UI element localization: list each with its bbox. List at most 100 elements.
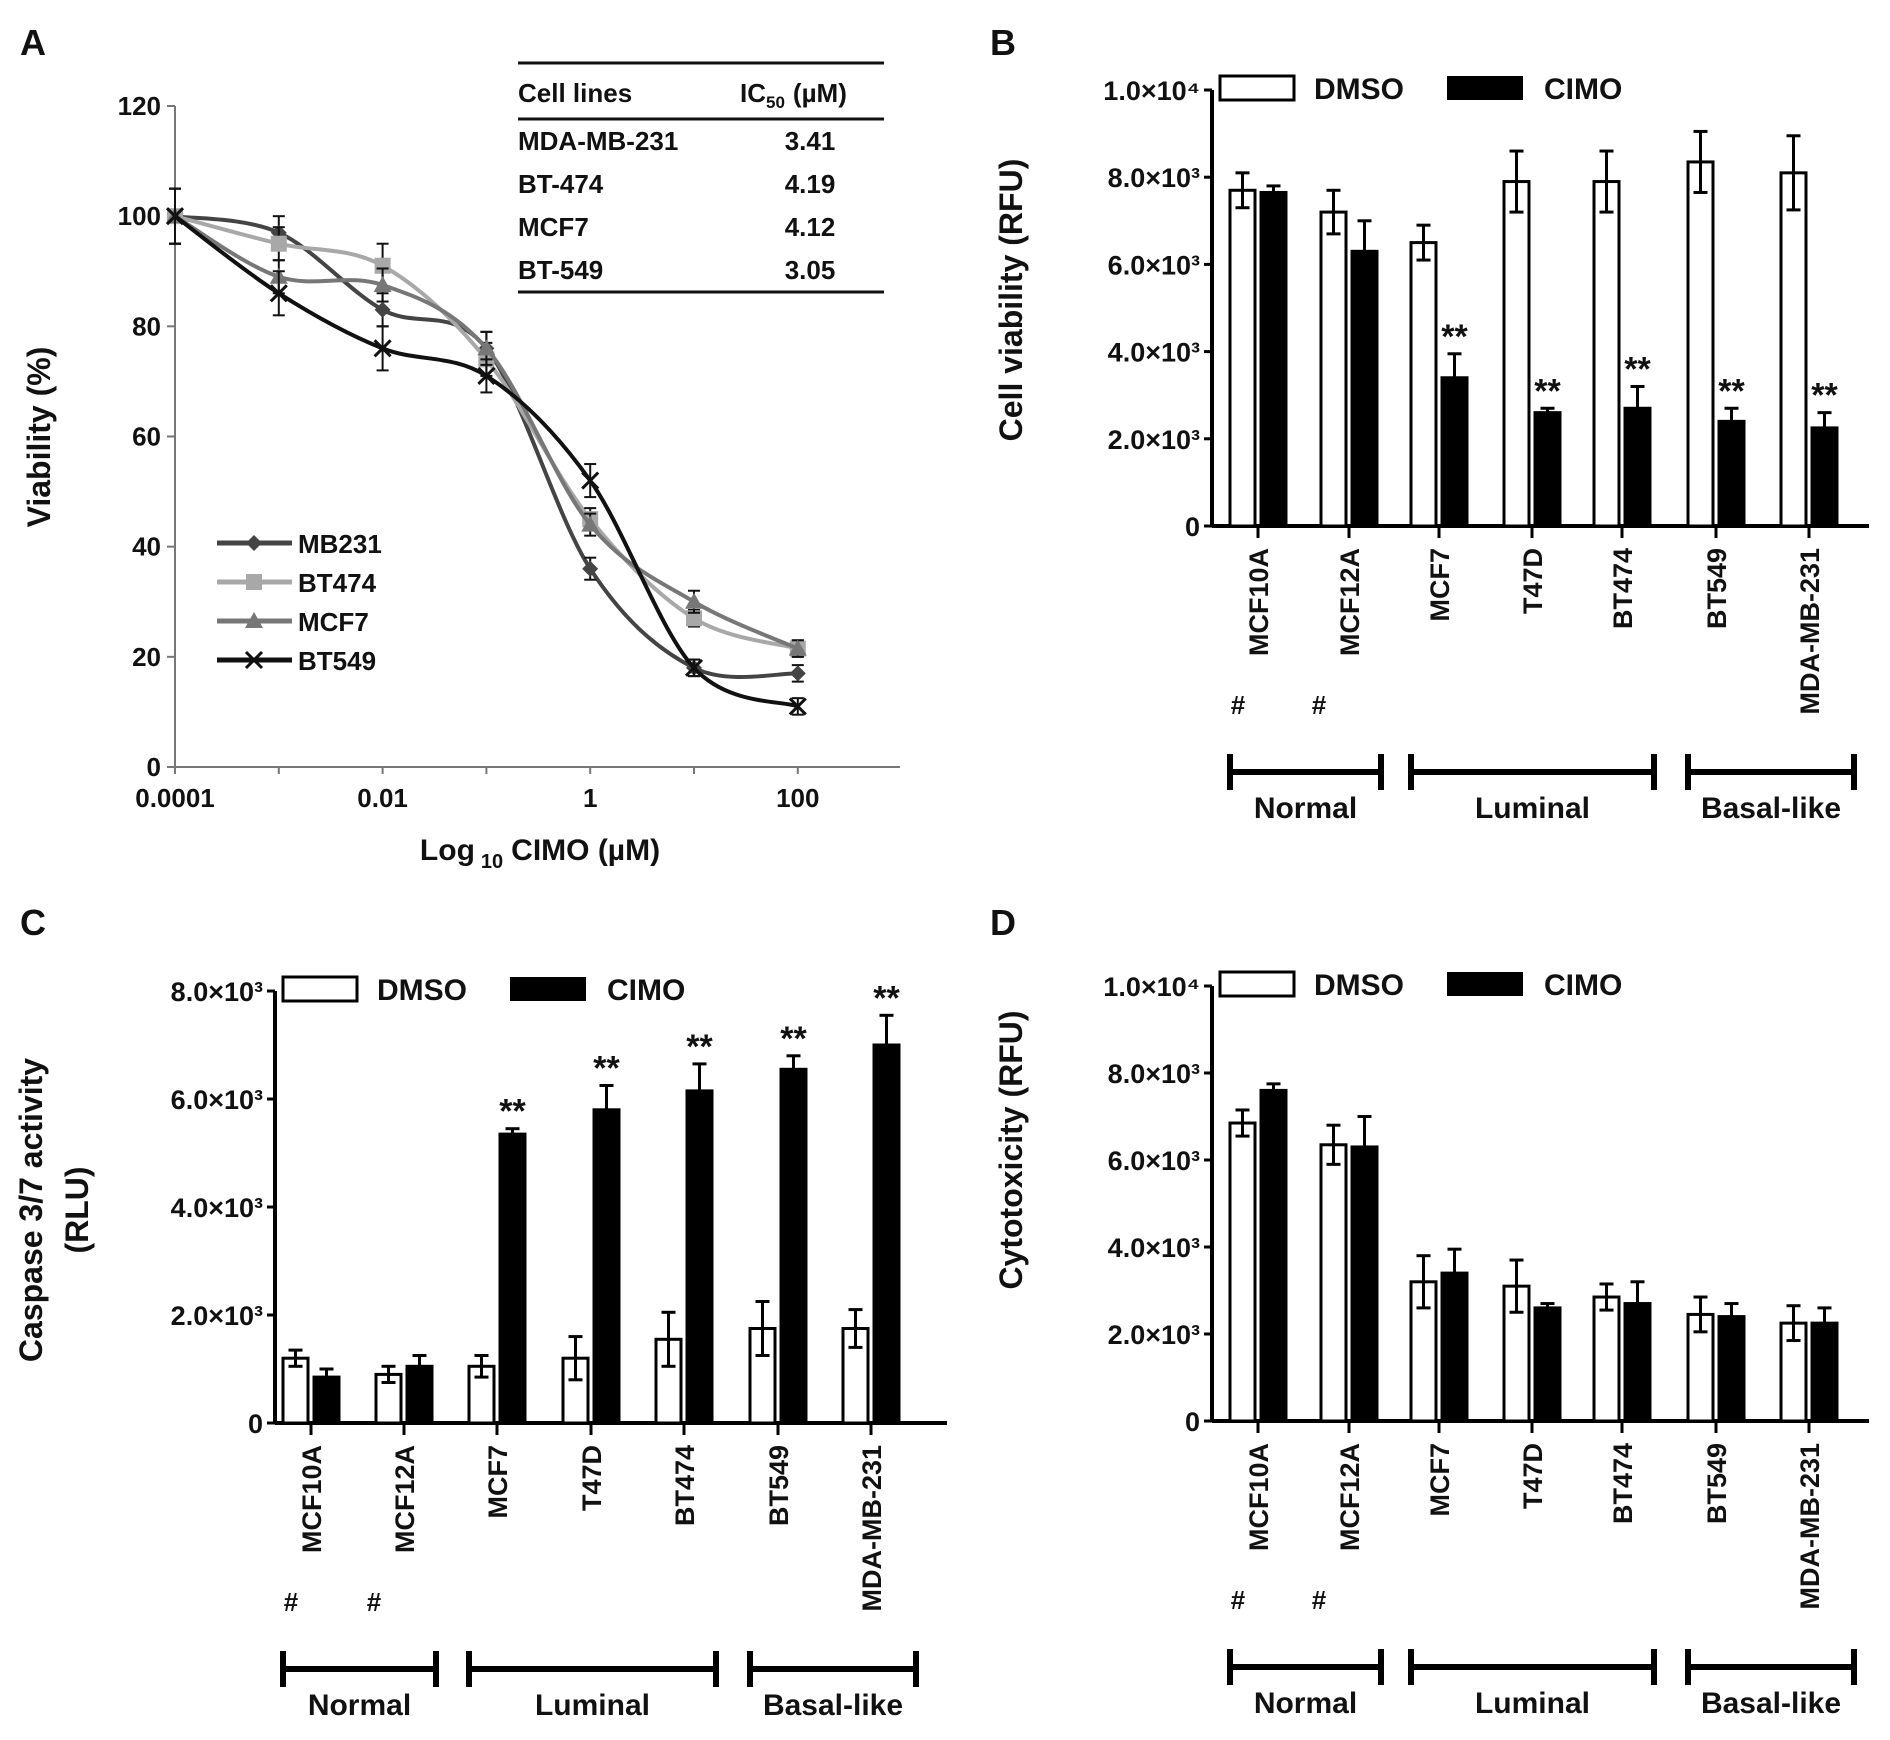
error-bar	[1266, 184, 1281, 201]
legend-label: MCF7	[298, 607, 369, 637]
bar-cimo	[1350, 1145, 1379, 1423]
category-mark: #	[1231, 1585, 1246, 1615]
y-tick-label: 2.0×10³	[1108, 425, 1200, 455]
bar-cimo	[779, 1067, 808, 1425]
data-point-x	[165, 207, 185, 226]
data-point-diamond	[374, 301, 391, 318]
error-bar	[1235, 1108, 1250, 1138]
bar-dmso	[1319, 210, 1348, 528]
legend-label: BT549	[298, 646, 376, 676]
table-cell-line: MDA-MB-231	[518, 126, 678, 156]
group-luminal: Luminal	[1408, 754, 1657, 825]
legend-item-mcf7: MCF7	[217, 607, 369, 637]
bar-dmso	[1592, 1295, 1621, 1423]
data-point-x	[684, 658, 704, 677]
table-header-cell-lines: Cell lines	[518, 78, 632, 108]
x-stroke	[581, 471, 600, 490]
error-bar	[1540, 1302, 1555, 1314]
legend-swatch-dmso	[1218, 74, 1296, 102]
y-tick-label: 80	[132, 311, 161, 341]
error-bar	[755, 1300, 770, 1357]
table-row: BT-549 3.05	[518, 255, 835, 285]
category-label: MDA-MB-231	[1795, 548, 1825, 715]
legend: DMSO CIMO	[1218, 969, 1622, 1002]
x-title-subscript: 10	[481, 851, 503, 873]
significance-label: **	[593, 1050, 620, 1088]
legend-label: BT474	[298, 568, 377, 598]
significance-label: **	[780, 1020, 807, 1058]
bar-cimo	[1717, 1315, 1746, 1423]
error-bar	[1693, 129, 1708, 194]
category-bt549: BT549	[1686, 1295, 1746, 1524]
panel-a-line-chart: 0 20 40 60 80 100 120 0.0001 0.01 1 100 Log 10 CIMO (…	[21, 61, 900, 873]
group-label: Normal	[1254, 792, 1357, 825]
group-label: Normal	[1254, 1687, 1357, 1720]
error-bar	[568, 1335, 583, 1382]
group-label: Basal-like	[1701, 1687, 1841, 1720]
bar-dmso	[1779, 171, 1808, 528]
table-cell-ic50: 3.41	[785, 126, 836, 156]
y-tick-label: 0	[147, 752, 161, 782]
table-cell-line: BT-549	[518, 255, 603, 285]
group-luminal: Luminal	[1408, 1649, 1657, 1720]
data-point-triangle	[581, 515, 600, 532]
y-axis-title: Cell viability (RFU)	[993, 159, 1029, 442]
group-label: Basal-like	[763, 1689, 903, 1722]
category-label: MDA-MB-231	[1795, 1443, 1825, 1610]
x-stroke	[788, 697, 807, 716]
series-mcf7	[166, 187, 807, 658]
x-stroke	[269, 284, 288, 303]
error-bar	[1416, 223, 1431, 262]
y-axis-title: Cytotoxicity (RFU)	[993, 1010, 1029, 1289]
legend-swatch-cimo	[1447, 76, 1523, 100]
error-bar	[288, 1348, 303, 1368]
y-axis-title: Caspase 3/7 activity	[13, 1058, 49, 1362]
category-label: BT474	[670, 1445, 700, 1526]
category-mcf10a: MCF10A #	[1228, 171, 1288, 720]
error-bar	[1693, 1295, 1708, 1334]
data-point-triangle	[477, 339, 496, 356]
x-tick-label: 0.01	[357, 783, 408, 813]
data-point-square	[686, 610, 702, 627]
y-tick-label: 0	[1185, 512, 1200, 542]
data-point-x	[373, 339, 392, 358]
category-mcf12a: MCF12A #	[1312, 188, 1379, 720]
category-label: BT474	[1608, 1443, 1638, 1524]
legend-label: MB231	[298, 529, 382, 559]
data-point-diamond	[789, 665, 806, 682]
error-bar	[1509, 1258, 1524, 1314]
data-point-diamond	[246, 535, 262, 551]
table-cell-ic50: 4.19	[785, 169, 836, 199]
error-bar	[1599, 1282, 1614, 1312]
table-cell-ic50: 3.05	[785, 255, 836, 285]
category-mark: #	[1312, 690, 1327, 720]
table-row: BT-474 4.19	[518, 169, 835, 199]
group-normal: Normal	[280, 1651, 439, 1722]
legend-label-cimo: CIMO	[1544, 969, 1622, 1002]
category-mark: #	[1231, 690, 1246, 720]
bar-cimo	[1533, 1306, 1562, 1423]
error-bar	[381, 1364, 396, 1384]
y-tick-label: 120	[118, 91, 161, 121]
error-bar	[1235, 171, 1250, 210]
data-point-square	[270, 235, 287, 252]
error-bar	[1630, 1280, 1645, 1327]
group-normal: Normal	[1227, 1649, 1384, 1720]
group-label: Luminal	[535, 1689, 650, 1722]
x-stroke	[244, 650, 264, 670]
y-tick-label: 40	[132, 532, 161, 562]
bar-cimo	[1259, 190, 1288, 528]
x-title-part: Log	[420, 834, 475, 867]
bar-dmso	[1319, 1143, 1348, 1423]
y-tick-label: 8.0×10³	[1108, 163, 1200, 193]
legend-label-dmso: DMSO	[1314, 73, 1404, 106]
group-basal-like: Basal-like	[1685, 754, 1857, 825]
error-bar	[474, 1354, 489, 1379]
bar-cimo	[1259, 1088, 1288, 1423]
data-point-diamond	[582, 560, 599, 577]
category-mark: #	[1312, 1585, 1327, 1615]
bar-cimo	[498, 1132, 527, 1425]
legend-item-mb231: MB231	[217, 529, 382, 559]
error-bar	[692, 1062, 707, 1120]
error-bar	[1724, 1302, 1739, 1332]
